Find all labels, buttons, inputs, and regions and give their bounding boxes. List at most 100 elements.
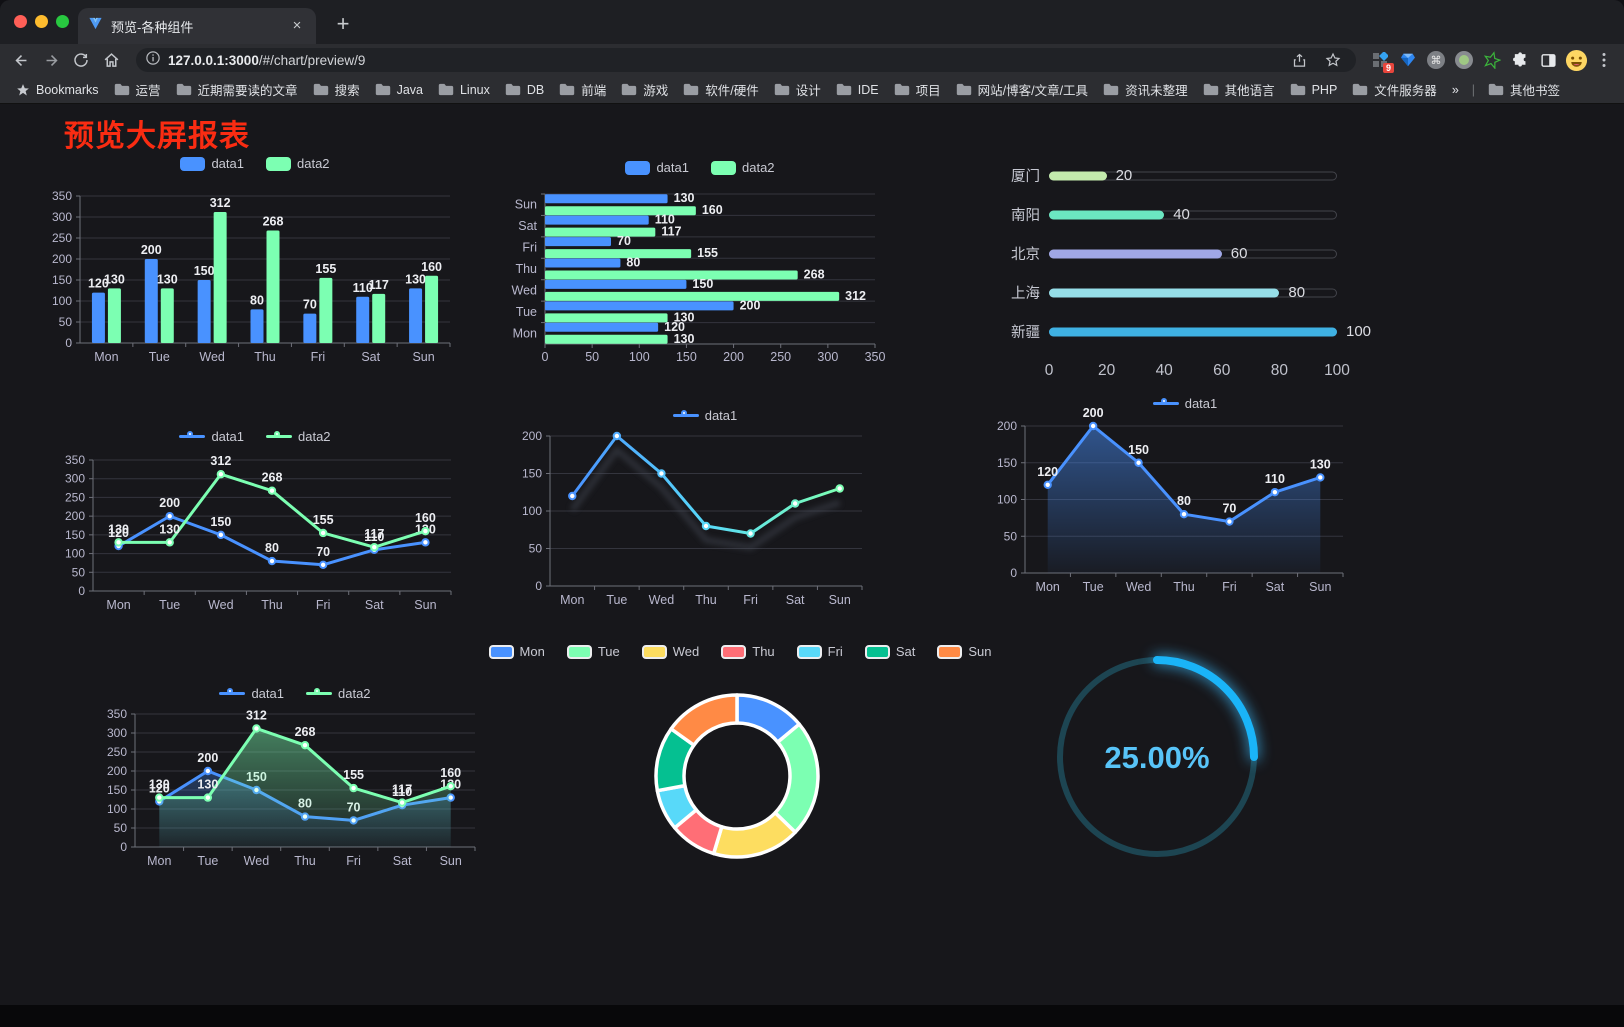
legend-swatch — [180, 156, 206, 171]
progress-axis: 0 20 40 60 80 100 — [1044, 362, 1350, 379]
legend-swatch — [796, 644, 822, 659]
reload-icon[interactable] — [68, 47, 94, 73]
bookmark-folder-10[interactable]: IDE — [832, 81, 883, 99]
progress-fill — [1049, 327, 1337, 336]
svg-text:110: 110 — [655, 213, 675, 227]
svg-text:100: 100 — [629, 350, 650, 364]
svg-text:Wed: Wed — [199, 350, 225, 364]
bookmark-folder-2[interactable]: 搜索 — [309, 78, 364, 101]
bookmark-folder-3[interactable]: Java — [371, 81, 427, 99]
tab-close-icon[interactable]: × — [292, 17, 302, 34]
legend-item-data1[interactable]: data1 — [625, 160, 689, 175]
gem-icon[interactable] — [1396, 48, 1420, 72]
bookmark-folder-8[interactable]: 软件/硬件 — [679, 78, 762, 101]
svg-text:350: 350 — [52, 189, 72, 203]
other-bookmarks-folder[interactable]: 其他书签 — [1484, 78, 1564, 101]
legend-item-data1[interactable]: data1 — [672, 408, 737, 423]
sidebar-icon[interactable] — [1536, 48, 1560, 72]
extension-badge: 9 — [1382, 63, 1394, 73]
progress-value: 100 — [1346, 323, 1372, 340]
svg-text:Sun: Sun — [829, 593, 851, 607]
svg-text:150: 150 — [65, 528, 85, 542]
bookmarks-root[interactable]: Bookmarks — [12, 81, 103, 99]
bookmark-folder-0[interactable]: 运营 — [110, 78, 165, 101]
svg-text:160: 160 — [702, 203, 723, 217]
new-tab-button[interactable]: + — [336, 11, 350, 36]
legend-item-Sat[interactable]: Sat — [864, 644, 915, 659]
legend-item-data2[interactable]: data2 — [306, 686, 371, 701]
bookmarks-overflow-chevron[interactable]: » — [1451, 82, 1459, 97]
legend-item-data2[interactable]: data2 — [266, 429, 331, 444]
legend-item-data1[interactable]: data1 — [1152, 396, 1217, 411]
svg-text:Wed: Wed — [512, 283, 538, 297]
window-zoom-button[interactable] — [56, 15, 69, 28]
legend-item-Fri[interactable]: Fri — [796, 644, 843, 659]
command-icon[interactable]: ⌘ — [1424, 48, 1448, 72]
bookmark-folder-9[interactable]: 设计 — [770, 78, 825, 101]
svg-text:80: 80 — [298, 797, 312, 811]
svg-text:110: 110 — [353, 281, 373, 295]
bookmark-folder-1[interactable]: 近期需要读的文章 — [172, 78, 302, 101]
legend-item-Wed[interactable]: Wed — [641, 644, 699, 659]
svg-text:Tue: Tue — [149, 350, 170, 364]
legend-item-data1[interactable]: data1 — [219, 686, 284, 701]
legend-item-data2[interactable]: data2 — [711, 160, 775, 175]
bookmark-folder-6[interactable]: 前端 — [555, 78, 610, 101]
svg-text:160: 160 — [421, 260, 442, 274]
bookmark-folder-5[interactable]: DB — [501, 81, 548, 99]
svg-text:70: 70 — [1222, 502, 1236, 516]
bookmark-folder-16[interactable]: 文件服务器 — [1348, 78, 1441, 101]
legend-item-Sun[interactable]: Sun — [937, 644, 991, 659]
forward-icon[interactable] — [38, 47, 64, 73]
progress-value: 60 — [1230, 245, 1248, 262]
svg-text:50: 50 — [72, 565, 86, 579]
chart-canvas-line-area-double: 0 50 100 150 200 250 300 350 Mon Tue Wed Thu Fri Sat S… — [107, 707, 476, 868]
chart-line-basic: data1 data2 0 50 100 150 200 250 300 350 Mon Tue Wed… — [40, 425, 470, 640]
share-icon[interactable] — [1286, 47, 1312, 73]
progress-row-上海: 上海 80 — [985, 273, 1385, 312]
svg-text:Tue: Tue — [1083, 580, 1104, 594]
extensions-grid-icon[interactable]: 9 — [1368, 48, 1394, 73]
svg-text:Sun: Sun — [414, 598, 436, 612]
legend-swatch — [488, 644, 514, 659]
legend-item-data2[interactable]: data2 — [266, 156, 330, 171]
chart-gauge: 25.00% — [1035, 640, 1285, 868]
progress-value: 80 — [1288, 284, 1306, 301]
info-icon[interactable] — [146, 50, 160, 70]
emoji-avatar-icon[interactable] — [1564, 48, 1588, 72]
bookmark-folder-12[interactable]: 网站/博客/文章/工具 — [952, 78, 1092, 101]
legend-item-data1[interactable]: data1 — [180, 156, 244, 171]
legend-item-data1[interactable]: data1 — [179, 429, 244, 444]
url-bar[interactable]: 127.0.0.1:3000/#/chart/preview/9 — [136, 48, 1356, 72]
svg-text:268: 268 — [263, 214, 284, 228]
window-close-button[interactable] — [14, 15, 27, 28]
bookmark-folder-14[interactable]: 其他语言 — [1199, 78, 1279, 101]
browser-tab[interactable]: 预览-各种组件 × — [78, 8, 316, 44]
chart-canvas-line-basic: 0 50 100 150 200 250 300 350 Mon Tue Wed Thu Fri Sat S… — [65, 453, 452, 612]
back-icon[interactable] — [8, 47, 34, 73]
home-icon[interactable] — [98, 47, 124, 73]
legend-item-Tue[interactable]: Tue — [566, 644, 620, 659]
bookmark-folder-11[interactable]: 项目 — [890, 78, 945, 101]
chart-canvas-gauge: 25.00% — [1057, 656, 1258, 857]
record-icon[interactable] — [1452, 48, 1476, 72]
bookmark-folder-7[interactable]: 游戏 — [617, 78, 672, 101]
green-star-icon[interactable] — [1480, 48, 1504, 72]
svg-text:50: 50 — [59, 315, 73, 329]
legend-item-Thu[interactable]: Thu — [721, 644, 775, 659]
svg-text:Fri: Fri — [346, 854, 361, 868]
bookmark-folder-15[interactable]: PHP — [1286, 81, 1342, 99]
menu-dots-icon[interactable] — [1592, 48, 1616, 72]
bookmark-star-icon[interactable] — [1320, 47, 1346, 73]
svg-text:120: 120 — [149, 781, 170, 795]
puzzle-icon[interactable] — [1508, 48, 1532, 72]
progress-row-新疆: 新疆 100 — [985, 312, 1385, 351]
legend-swatch — [625, 160, 651, 175]
legend-item-Mon[interactable]: Mon — [488, 644, 545, 659]
bookmark-folder-13[interactable]: 资讯未整理 — [1099, 78, 1192, 101]
svg-text:200: 200 — [997, 419, 1017, 433]
bookmark-folder-4[interactable]: Linux — [434, 81, 494, 99]
svg-text:130: 130 — [440, 778, 461, 792]
window-minimize-button[interactable] — [35, 15, 48, 28]
svg-text:Tue: Tue — [197, 854, 218, 868]
